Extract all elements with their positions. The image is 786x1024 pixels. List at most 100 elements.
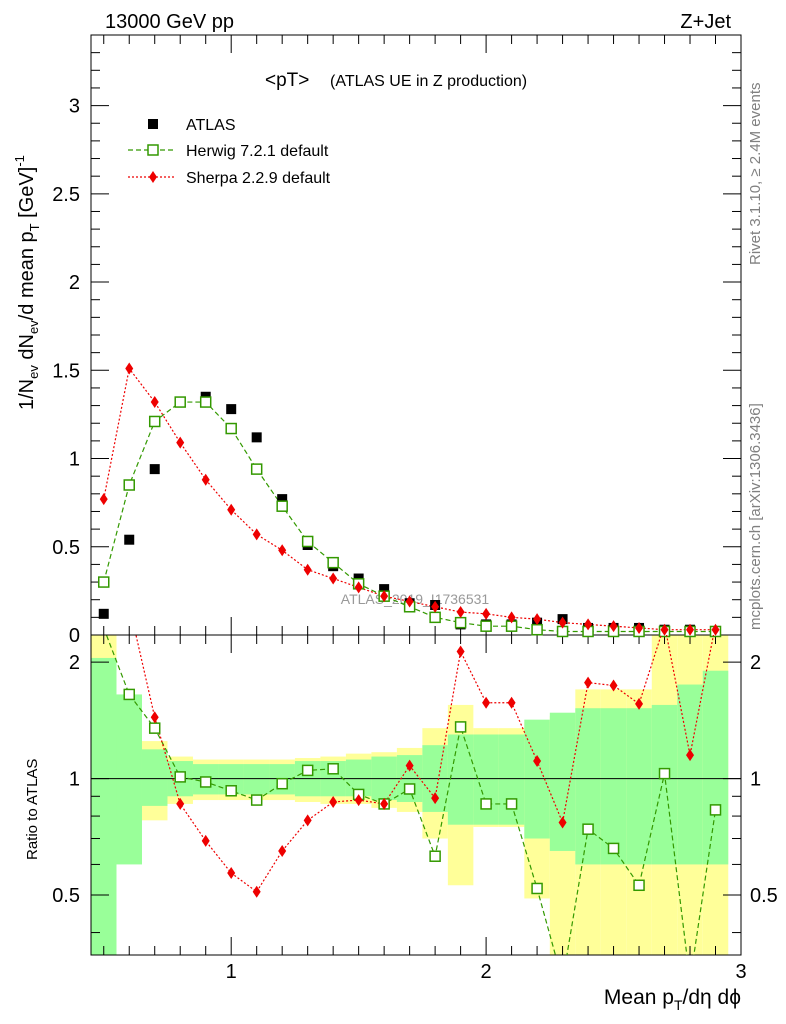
band-inner-bin <box>498 734 525 825</box>
x-tick-label: 2 <box>481 961 492 983</box>
y-tick-label: 0 <box>69 625 80 647</box>
ratio-band-inner <box>91 657 729 955</box>
ratio-y-tick-label-right: 2 <box>750 652 761 674</box>
header-right: Z+Jet <box>680 11 731 33</box>
sherpa-point <box>686 623 695 636</box>
analysis-watermark: ATLAS_2019_I1736531 <box>341 591 490 607</box>
sherpa-ratio-point <box>405 759 414 772</box>
x-axis-label: Mean pT/dη dϕ <box>604 986 741 1013</box>
band-inner-bin <box>702 670 729 865</box>
legend: ATLAS Herwig 7.2.1 default Sherpa 2.2.9 de… <box>128 117 331 187</box>
herwig-ratio-point <box>429 850 441 862</box>
sherpa-point <box>227 503 236 516</box>
herwig-ratio-point <box>199 776 212 788</box>
sherpa-point <box>533 613 542 626</box>
sherpa-ratio-point <box>635 697 644 710</box>
rivet-label: Rivet 3.1.10, ≥ 2.4M events <box>747 83 764 266</box>
sherpa-ratio-point <box>533 755 542 768</box>
herwig-point <box>480 620 492 632</box>
herwig-ratio-point <box>633 879 645 892</box>
sherpa-point <box>431 600 440 613</box>
atlas-point <box>98 608 109 619</box>
sherpa-ratio-point <box>201 834 210 847</box>
herwig-point <box>276 500 288 512</box>
sherpa-point <box>303 563 312 576</box>
sherpa-ratio-point <box>354 794 363 807</box>
y-tick-label: 1.5 <box>52 360 80 382</box>
herwig-ratio-point <box>250 794 263 806</box>
sherpa-point <box>456 606 465 619</box>
sherpa-point <box>584 618 593 631</box>
herwig-ratio-point <box>480 798 492 810</box>
band-inner-bin <box>677 684 703 865</box>
sherpa-ratio-point <box>303 814 312 827</box>
band-inner-bin <box>575 708 601 865</box>
legend-sherpa-marker <box>149 171 157 183</box>
sherpa-point <box>99 493 108 506</box>
ratio-panel-frame <box>90 634 742 956</box>
legend-herwig-marker <box>147 144 159 156</box>
sherpa-ratio-point <box>150 711 159 724</box>
herwig-ratio-point <box>454 721 467 733</box>
sherpa-point <box>482 607 491 620</box>
sherpa-ratio-point <box>380 797 389 810</box>
y-tick-label: 2.5 <box>52 184 80 206</box>
sherpa-point <box>507 611 516 624</box>
header-left: 13000 GeV pp <box>105 11 234 33</box>
band-inner-bin <box>600 708 627 865</box>
sherpa-ratio-point <box>558 816 567 829</box>
sherpa-ratio-point <box>278 844 287 857</box>
band-inner-bin <box>473 734 499 825</box>
sherpa-point <box>380 590 389 603</box>
sherpa-point <box>711 623 720 636</box>
atlas-point <box>379 584 390 595</box>
y-tick-label: 3 <box>69 96 80 118</box>
y-tick-label: 1 <box>69 449 80 471</box>
herwig-ratio-point <box>607 842 620 855</box>
herwig-point <box>301 535 314 548</box>
atlas-point <box>251 432 262 443</box>
legend-label: ATLAS <box>186 117 236 134</box>
herwig-ratio-point <box>531 882 543 895</box>
ratio-axis-ticks: 1 2 3 0.5 0.5 1 1 2 2 <box>52 635 778 983</box>
sherpa-point <box>278 544 287 557</box>
band-inner-bin <box>651 704 678 865</box>
band-inner-bin <box>243 764 270 795</box>
herwig-ratio-point <box>582 823 594 835</box>
herwig-point <box>531 623 543 636</box>
sherpa-ratio-point <box>482 696 491 709</box>
band-inner-bin <box>524 719 550 839</box>
main-axis-ticks: 0 0.5 1 1.5 2 2.5 3 <box>52 34 742 647</box>
ratio-y-tick-label-right: 1 <box>750 769 761 791</box>
sherpa-ratio-point <box>431 792 440 805</box>
sherpa-point <box>354 581 363 594</box>
atlas-point <box>226 404 237 415</box>
chart-subtitle: (ATLAS UE in Z production) <box>330 73 527 90</box>
legend-label: Sherpa 2.2.9 default <box>186 170 331 187</box>
x-tick-label: 3 <box>735 961 746 983</box>
herwig-point <box>454 616 467 629</box>
y-tick-label: 2 <box>69 272 80 294</box>
atlas-point <box>277 494 288 505</box>
band-inner-bin <box>626 708 652 865</box>
herwig-ratio-point <box>123 688 135 701</box>
herwig-point <box>225 422 237 435</box>
sherpa-ratio-point <box>227 867 236 880</box>
band-inner-bin <box>116 694 142 865</box>
legend-atlas-marker <box>148 119 158 129</box>
sherpa-ratio-point <box>507 696 516 709</box>
sherpa-ratio-point <box>252 885 261 898</box>
x-tick-label: 1 <box>226 961 237 983</box>
band-inner-bin <box>91 657 117 955</box>
ratio-y-tick-label: 1 <box>69 769 80 791</box>
sherpa-point <box>329 572 338 585</box>
herwig-ratio-point <box>709 804 722 816</box>
sherpa-point <box>609 620 618 633</box>
sherpa-point <box>405 595 414 608</box>
herwig-point <box>97 576 110 588</box>
herwig-point <box>148 415 161 428</box>
ratio-y-axis-label: Ratio to ATLAS <box>24 759 41 860</box>
herwig-point <box>250 463 263 475</box>
herwig-point <box>429 611 441 624</box>
y-tick-label: 0.5 <box>52 537 80 559</box>
